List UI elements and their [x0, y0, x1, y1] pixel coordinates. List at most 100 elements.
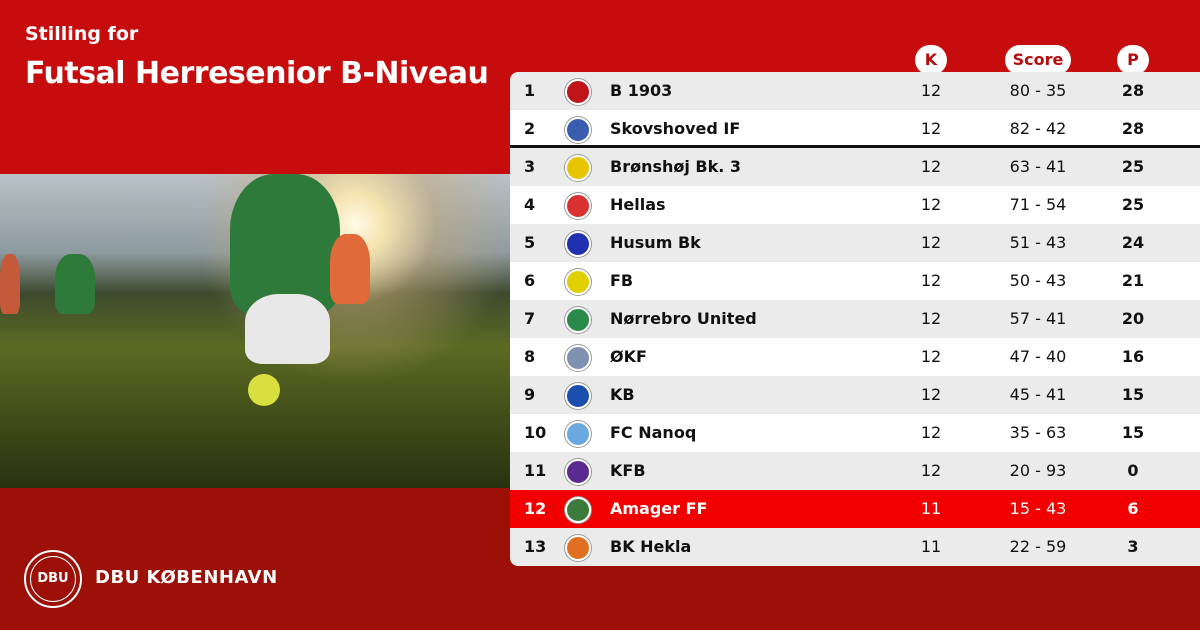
- table-row: 6 FB 12 50 - 43 21: [510, 262, 1200, 300]
- goal-score: 15 - 43: [1009, 499, 1067, 518]
- rank: 2: [524, 119, 536, 138]
- team-name: FC Nanoq: [610, 423, 697, 442]
- points: 25: [1121, 157, 1145, 176]
- brand-name: DBU KØBENHAVN: [95, 567, 278, 588]
- table-row: 9 KB 12 45 - 41 15: [510, 376, 1200, 414]
- points: 24: [1121, 233, 1145, 252]
- goal-score: 22 - 59: [1009, 537, 1067, 556]
- dbu-logo: DBU: [24, 550, 82, 608]
- points: 6: [1127, 499, 1139, 518]
- table-row: 11 KFB 12 20 - 93 0: [510, 452, 1200, 490]
- rank: 5: [524, 233, 536, 252]
- table-row: 10 FC Nanoq 12 35 - 63 15: [510, 414, 1200, 452]
- matches-played: 12: [920, 309, 942, 328]
- matches-played: 12: [920, 119, 942, 138]
- matches-played: 11: [920, 537, 942, 556]
- goal-score: 20 - 93: [1009, 461, 1067, 480]
- points: 20: [1121, 309, 1145, 328]
- team-name: Skovshoved IF: [610, 119, 741, 138]
- team-logo-icon: [565, 155, 591, 181]
- goal-score: 80 - 35: [1009, 81, 1067, 100]
- team-name: Amager FF: [610, 499, 708, 518]
- matches-played: 12: [920, 81, 942, 100]
- matches-played: 12: [920, 385, 942, 404]
- table-row: 12 Amager FF 11 15 - 43 6: [510, 490, 1200, 528]
- team-logo-icon: [565, 231, 591, 257]
- team-name: B 1903: [610, 81, 673, 100]
- table-row: 3 Brønshøj Bk. 3 12 63 - 41 25: [510, 148, 1200, 186]
- team-logo-icon: [565, 345, 591, 371]
- rank: 3: [524, 157, 536, 176]
- points: 15: [1121, 385, 1145, 404]
- matches-played: 12: [920, 347, 942, 366]
- team-name: Nørrebro United: [610, 309, 757, 328]
- rank: 12: [524, 499, 547, 518]
- table-row: 1 B 1903 12 80 - 35 28: [510, 72, 1200, 110]
- points: 3: [1127, 537, 1139, 556]
- team-logo-icon: [565, 307, 591, 333]
- team-logo-icon: [565, 421, 591, 447]
- matches-played: 12: [920, 461, 942, 480]
- page-title: Futsal Herresenior B-Niveau: [25, 56, 489, 91]
- goal-score: 82 - 42: [1009, 119, 1067, 138]
- team-name: ØKF: [610, 347, 647, 366]
- points: 28: [1121, 119, 1145, 138]
- team-logo-icon: [565, 383, 591, 409]
- goal-score: 57 - 41: [1009, 309, 1067, 328]
- table-row: 4 Hellas 12 71 - 54 25: [510, 186, 1200, 224]
- points: 25: [1121, 195, 1145, 214]
- standings-table: 1 B 1903 12 80 - 35 28 2 Skovshoved IF 12…: [510, 72, 1200, 566]
- team-logo-icon: [565, 269, 591, 295]
- matches-played: 11: [920, 499, 942, 518]
- table-row: 13 BK Hekla 11 22 - 59 3: [510, 528, 1200, 566]
- matches-played: 12: [920, 157, 942, 176]
- goal-score: 51 - 43: [1009, 233, 1067, 252]
- team-name: Husum Bk: [610, 233, 701, 252]
- rank: 1: [524, 81, 536, 100]
- points: 0: [1127, 461, 1139, 480]
- team-logo-icon: [565, 193, 591, 219]
- rank: 8: [524, 347, 536, 366]
- subtitle: Stilling for: [25, 23, 139, 45]
- team-logo-icon: [565, 79, 591, 105]
- team-name: KFB: [610, 461, 646, 480]
- points: 21: [1121, 271, 1145, 290]
- points: 16: [1121, 347, 1145, 366]
- rank: 4: [524, 195, 536, 214]
- team-name: Brønshøj Bk. 3: [610, 157, 742, 176]
- goal-score: 50 - 43: [1009, 271, 1067, 290]
- table-row: 8 ØKF 12 47 - 40 16: [510, 338, 1200, 376]
- table-row: 7 Nørrebro United 12 57 - 41 20: [510, 300, 1200, 338]
- goal-score: 47 - 40: [1009, 347, 1067, 366]
- team-name: FB: [610, 271, 634, 290]
- column-header-k: K: [915, 45, 947, 75]
- points: 15: [1121, 423, 1145, 442]
- team-logo-icon: [565, 117, 591, 143]
- table-row: 2 Skovshoved IF 12 82 - 42 28: [510, 110, 1200, 148]
- column-header-score: Score: [1005, 45, 1071, 75]
- rank: 6: [524, 271, 536, 290]
- matches-played: 12: [920, 195, 942, 214]
- rank: 7: [524, 309, 536, 328]
- team-logo-icon: [565, 535, 591, 561]
- rank: 13: [524, 537, 547, 556]
- goal-score: 71 - 54: [1009, 195, 1067, 214]
- football-photo: [0, 174, 510, 488]
- rank: 10: [524, 423, 547, 442]
- matches-played: 12: [920, 271, 942, 290]
- team-logo-icon: [565, 497, 591, 523]
- team-logo-icon: [565, 459, 591, 485]
- matches-played: 12: [920, 423, 942, 442]
- goal-score: 35 - 63: [1009, 423, 1067, 442]
- points: 28: [1121, 81, 1145, 100]
- goal-score: 45 - 41: [1009, 385, 1067, 404]
- matches-played: 12: [920, 233, 942, 252]
- table-row: 5 Husum Bk 12 51 - 43 24: [510, 224, 1200, 262]
- rank: 11: [524, 461, 547, 480]
- team-name: BK Hekla: [610, 537, 692, 556]
- team-name: KB: [610, 385, 635, 404]
- column-header-p: P: [1117, 45, 1149, 75]
- team-name: Hellas: [610, 195, 666, 214]
- rank: 9: [524, 385, 536, 404]
- goal-score: 63 - 41: [1009, 157, 1067, 176]
